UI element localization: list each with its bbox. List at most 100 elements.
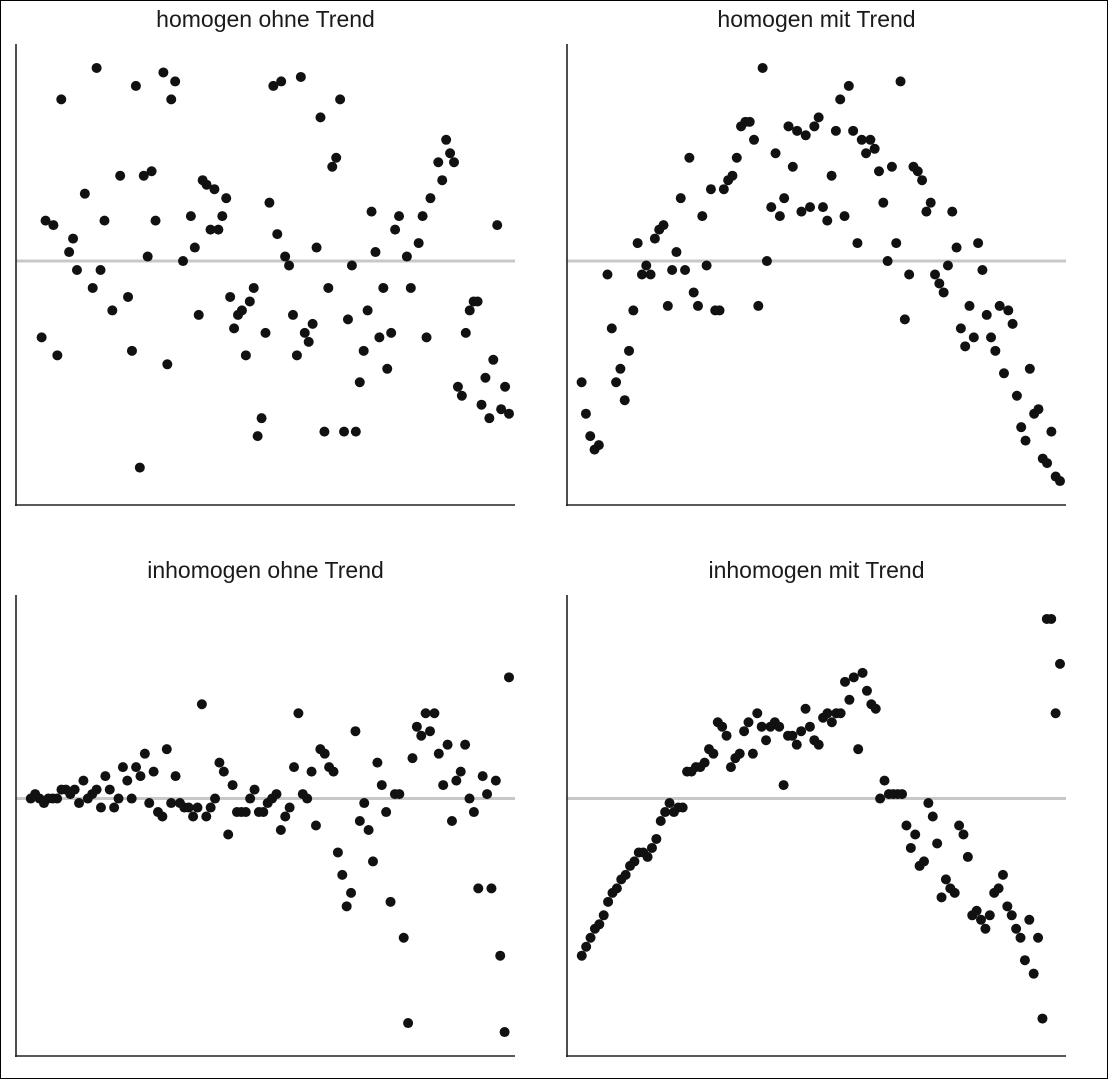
data-point <box>897 789 908 800</box>
data-point <box>381 807 392 818</box>
data-point <box>664 798 675 809</box>
data-point <box>416 730 427 741</box>
data-point <box>441 134 452 145</box>
data-point <box>91 62 102 73</box>
data-point <box>895 76 906 87</box>
data-point <box>398 932 409 943</box>
data-point <box>800 703 811 714</box>
data-point <box>126 345 137 356</box>
data-point <box>205 802 216 813</box>
data-point <box>109 802 120 813</box>
data-point <box>401 251 412 262</box>
data-point <box>488 354 499 365</box>
data-point <box>413 238 424 249</box>
data-point <box>800 130 811 141</box>
data-point <box>113 793 124 804</box>
data-point <box>1016 422 1027 433</box>
data-point <box>594 919 605 930</box>
data-point <box>100 771 111 782</box>
data-point <box>576 950 587 961</box>
data-point <box>460 739 471 750</box>
data-point <box>581 941 592 952</box>
data-point <box>268 80 279 91</box>
data-point <box>1007 318 1018 329</box>
data-point <box>405 282 416 293</box>
data-point <box>376 780 387 791</box>
data-point <box>873 166 884 177</box>
data-point <box>576 377 587 388</box>
data-point <box>921 206 932 217</box>
data-point <box>480 372 491 383</box>
data-point <box>875 793 886 804</box>
data-point <box>328 766 339 777</box>
data-point <box>642 851 653 862</box>
data-point <box>359 798 370 809</box>
data-point <box>606 323 617 334</box>
data-point <box>835 94 846 105</box>
data-point <box>904 269 915 280</box>
data-point <box>382 363 393 374</box>
data-point <box>645 269 656 280</box>
data-point <box>354 816 365 827</box>
data-point <box>36 332 47 343</box>
data-point <box>95 265 106 276</box>
data-point <box>420 708 431 719</box>
data-point <box>727 170 738 181</box>
data-point <box>667 265 678 276</box>
data-point <box>264 197 275 208</box>
data-point <box>1050 708 1061 719</box>
data-point <box>675 193 686 204</box>
data-point <box>998 368 1009 379</box>
data-point <box>725 762 736 773</box>
data-point <box>655 816 666 827</box>
data-point <box>378 282 389 293</box>
data-point <box>451 775 462 786</box>
data-point <box>852 238 863 249</box>
data-point <box>615 363 626 374</box>
data-point <box>641 260 652 271</box>
data-point <box>126 793 137 804</box>
data-point <box>500 381 511 392</box>
data-point <box>52 350 63 361</box>
data-point <box>844 694 855 705</box>
data-point <box>649 233 660 244</box>
data-point <box>244 296 255 307</box>
data-point <box>170 76 181 87</box>
data-point <box>632 238 643 249</box>
data-point <box>248 282 259 293</box>
data-point <box>196 699 207 710</box>
data-point <box>973 238 984 249</box>
data-point <box>629 856 640 867</box>
data-point <box>843 80 854 91</box>
data-point <box>201 811 212 822</box>
data-point <box>87 282 98 293</box>
data-point <box>997 869 1008 880</box>
data-point <box>714 305 725 316</box>
data-point <box>363 824 374 835</box>
data-point <box>984 910 995 921</box>
data-point <box>386 327 397 338</box>
data-point <box>319 426 330 437</box>
data-point <box>189 242 200 253</box>
data-point <box>964 300 975 311</box>
data-point <box>1042 458 1053 469</box>
data-point <box>1028 968 1039 979</box>
data-point <box>905 842 916 853</box>
data-point <box>48 220 59 231</box>
data-point <box>284 260 295 271</box>
data-point <box>472 296 483 307</box>
data-point <box>433 748 444 759</box>
data-point <box>658 220 669 231</box>
data-point <box>460 327 471 338</box>
data-point <box>442 739 453 750</box>
data-point <box>417 211 428 222</box>
data-point <box>602 269 613 280</box>
data-point <box>947 206 958 217</box>
data-point <box>486 883 497 894</box>
data-point <box>603 896 614 907</box>
data-point <box>580 408 591 419</box>
data-point <box>213 224 224 235</box>
data-point <box>339 426 350 437</box>
data-point <box>476 399 487 410</box>
